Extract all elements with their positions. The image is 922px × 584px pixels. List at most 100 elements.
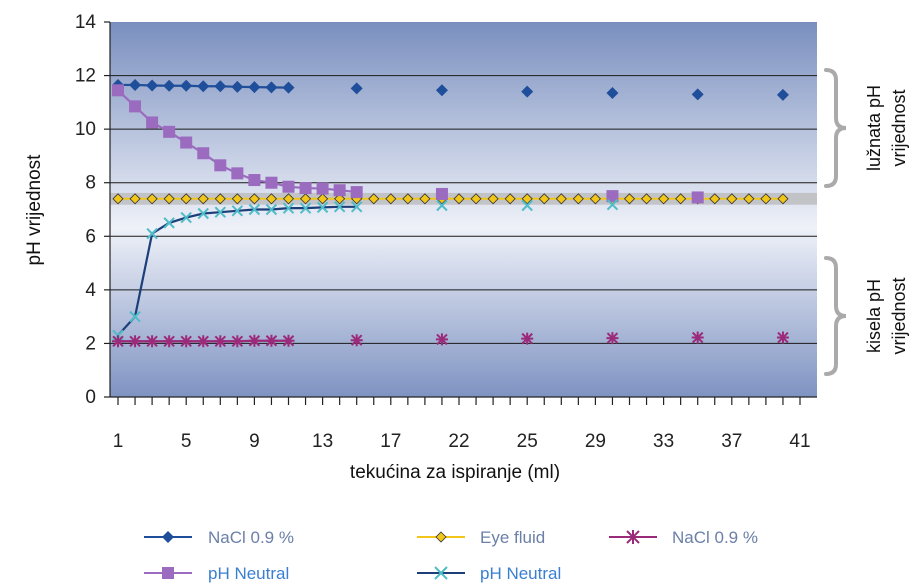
data-point	[538, 193, 550, 205]
data-point	[129, 78, 142, 91]
data-point	[248, 334, 261, 347]
annotation-acidic-line1: kisela pH	[864, 279, 884, 353]
annotation-alkaline-line2: vrijednost	[889, 89, 909, 166]
y-tick-label: 2	[85, 333, 96, 354]
data-point	[299, 202, 312, 214]
x-tick-label: 1	[113, 431, 124, 452]
data-point	[350, 186, 363, 199]
svg-text:Eye fluid: Eye fluid	[480, 528, 545, 547]
annotation-acidic-line2: vrijednost	[889, 277, 909, 354]
y-tick-label: 8	[85, 173, 96, 194]
data-point	[436, 199, 448, 212]
brace-acidic	[824, 256, 847, 376]
y-axis-label: pH vrijednost	[24, 154, 45, 266]
data-point	[180, 211, 192, 224]
series-1	[112, 84, 704, 204]
data-point	[163, 217, 175, 229]
data-point	[402, 193, 414, 205]
data-point	[214, 159, 227, 172]
data-point	[385, 193, 397, 205]
data-point	[231, 335, 244, 348]
data-point	[282, 180, 295, 193]
data-point	[248, 174, 261, 187]
data-point	[163, 125, 176, 138]
data-point	[606, 190, 619, 203]
data-point	[282, 202, 295, 214]
data-point	[640, 193, 653, 205]
data-point	[317, 193, 329, 205]
data-point	[265, 334, 278, 347]
x-tick-label: 5	[181, 431, 192, 452]
data-point	[214, 335, 227, 348]
data-point	[282, 81, 295, 94]
legend-item-nacl-purple: NaCl 0.9 %	[609, 528, 758, 547]
x-tick-label: 22	[448, 431, 469, 452]
data-point	[760, 193, 772, 205]
data-point	[316, 201, 329, 214]
annotation-alkaline-line1: lužnata pH	[864, 85, 884, 171]
x-tick-label: 13	[312, 431, 333, 452]
data-point	[146, 335, 159, 348]
data-point	[658, 193, 670, 205]
data-point	[675, 193, 687, 205]
x-axis-label: tekućina za ispiranje (ml)	[350, 462, 560, 483]
data-point	[112, 84, 124, 97]
data-point	[606, 332, 619, 345]
series-4	[112, 331, 789, 348]
x-tick-label: 33	[653, 431, 674, 452]
data-point	[572, 193, 584, 205]
x-tick-labels: 1 5 9 13 17 22 25 29 33 37 41	[113, 431, 811, 452]
data-point	[743, 193, 755, 205]
data-point	[487, 193, 499, 205]
svg-text:NaCl 0.9 %: NaCl 0.9 %	[208, 528, 294, 547]
data-point	[776, 331, 789, 344]
data-point	[453, 193, 465, 205]
data-point	[248, 203, 261, 216]
data-point	[282, 334, 295, 347]
svg-text:NaCl 0.9 %: NaCl 0.9 %	[672, 528, 758, 547]
x-tick-label: 29	[585, 431, 606, 452]
y-tick-label: 0	[85, 387, 96, 408]
data-point	[163, 79, 176, 92]
data-point	[265, 203, 278, 216]
data-point	[197, 147, 210, 160]
data-point	[180, 335, 193, 348]
annotations: lužnata pH vrijednost kisela pH vrijedno…	[824, 68, 909, 376]
data-point	[265, 176, 278, 189]
data-point	[521, 193, 533, 205]
data-point	[709, 193, 721, 205]
data-point	[231, 193, 243, 205]
data-point	[282, 193, 295, 205]
data-point	[521, 85, 534, 98]
data-point	[112, 193, 124, 205]
data-point	[726, 193, 738, 205]
data-point	[521, 199, 533, 212]
data-point	[129, 193, 141, 205]
data-point	[504, 193, 516, 205]
data-point	[333, 184, 346, 197]
grid	[110, 75, 817, 344]
series-layer	[112, 78, 789, 348]
data-point	[214, 206, 227, 218]
data-point	[197, 80, 210, 93]
data-point	[368, 193, 380, 205]
data-point	[265, 193, 278, 205]
legend-item-ph-neutral-x: pH Neutral	[417, 564, 561, 583]
data-point	[334, 193, 346, 205]
svg-text:pH Neutral: pH Neutral	[208, 564, 289, 583]
data-point	[163, 193, 175, 205]
data-point	[691, 88, 704, 101]
data-point	[146, 116, 159, 129]
data-point	[521, 332, 534, 345]
data-point	[197, 335, 210, 348]
y-tick-label: 4	[85, 280, 96, 301]
y-tick-label: 10	[75, 119, 96, 140]
data-point	[555, 193, 567, 205]
data-point	[248, 193, 260, 205]
legend-item-nacl-blue: NaCl 0.9 %	[144, 528, 294, 547]
data-point	[623, 193, 636, 205]
data-point	[606, 198, 619, 211]
data-point	[470, 193, 482, 205]
data-point	[248, 81, 261, 94]
